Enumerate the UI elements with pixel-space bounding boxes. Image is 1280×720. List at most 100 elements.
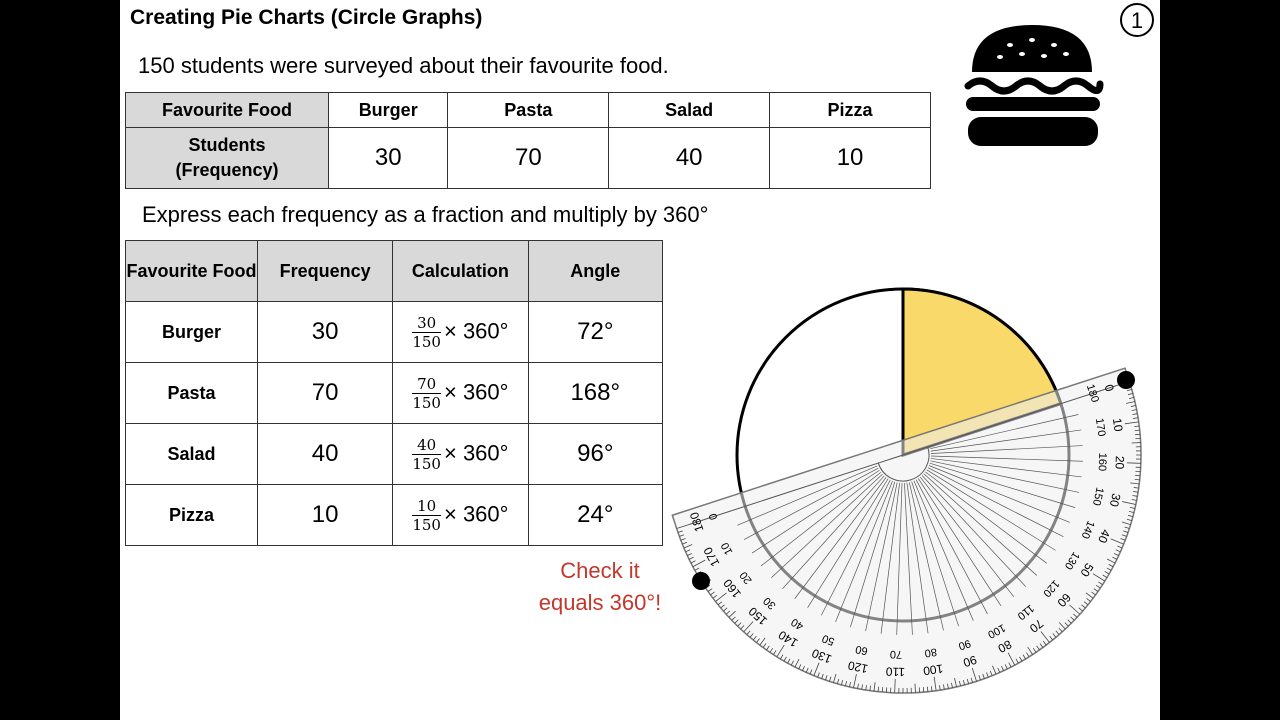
- scale-tick: [890, 687, 892, 693]
- scale-label: 20: [1112, 456, 1126, 470]
- scale-tick: [978, 675, 981, 681]
- scale-tick: [861, 684, 863, 690]
- scale-tick: [725, 610, 731, 615]
- scale-tick: [1135, 450, 1141, 452]
- radial-line: [913, 480, 974, 621]
- scale-tick: [1069, 604, 1081, 615]
- scale-tick: [841, 679, 844, 685]
- header-cell: Pasta: [447, 92, 610, 128]
- instruction: Express each frequency as a fraction and…: [142, 202, 709, 227]
- radial-line: [751, 469, 880, 554]
- seed: [1019, 52, 1025, 56]
- scale-tick: [906, 687, 908, 693]
- scale-tick: [809, 669, 813, 675]
- scale-tick: [743, 621, 754, 633]
- radial-line: [928, 465, 1071, 523]
- header-cell: Favourite Food: [125, 92, 329, 128]
- scale-tick: [881, 687, 884, 693]
- scale-tick: [918, 687, 921, 693]
- scale-tick: [971, 667, 977, 682]
- scale-label: 20: [738, 569, 755, 586]
- radial-line: [930, 445, 1083, 454]
- radial-line: [923, 473, 1038, 576]
- scale-tick: [1126, 462, 1141, 464]
- radial-line: [927, 467, 1064, 538]
- scale-tick: [1129, 507, 1135, 509]
- scale-tick: [690, 560, 696, 564]
- scale-tick: [1104, 571, 1110, 575]
- scale-tick: [1040, 631, 1050, 643]
- scale-tick: [756, 638, 760, 643]
- food-cell: Burger: [124, 301, 259, 363]
- scale-tick: [1131, 409, 1137, 411]
- scale-tick: [731, 616, 736, 621]
- scale-tick: [1058, 627, 1063, 633]
- radial-line: [926, 469, 1056, 551]
- scale-label: 170: [1093, 417, 1107, 437]
- scale-tick: [682, 541, 688, 545]
- scale-label: 90: [957, 637, 972, 652]
- title: Creating Pie Charts (Circle Graphs): [130, 6, 483, 29]
- radial-line: [760, 471, 882, 567]
- scale-tick: [910, 687, 912, 693]
- scale-tick: [1083, 601, 1089, 606]
- denominator: 150: [412, 514, 441, 534]
- page-number-circle: [1120, 3, 1154, 37]
- row: Pizza 10 10 150 × 360° 24°: [124, 484, 664, 546]
- row-label-line: Students: [188, 135, 266, 155]
- seed: [1063, 52, 1069, 56]
- header-cell: Calculation: [392, 240, 529, 302]
- center-arc: [877, 446, 930, 482]
- radial-line: [904, 482, 913, 635]
- radial-line: [917, 478, 1002, 607]
- scale-tick: [833, 673, 837, 683]
- scale-tick: [1008, 662, 1012, 668]
- scale-tick: [894, 678, 896, 693]
- angle-table-body: Favourite Food Frequency Calculation Ang…: [124, 240, 664, 546]
- scale-tick: [715, 592, 727, 602]
- scale-label: 10: [1110, 417, 1126, 432]
- radial-line: [906, 482, 929, 634]
- scale-tick: [1131, 499, 1137, 501]
- angle-cell: 24°: [527, 484, 664, 546]
- row: Burger 30 30 150 × 360° 72°: [124, 301, 664, 363]
- scale-tick: [794, 658, 800, 668]
- scale-tick: [1134, 429, 1140, 432]
- scale-tick: [1132, 413, 1138, 415]
- scale-tick: [1123, 530, 1129, 533]
- cell: 70: [447, 127, 610, 189]
- scale-label: 10: [719, 540, 735, 556]
- radial-line: [782, 475, 885, 590]
- scale-tick: [1134, 425, 1140, 428]
- scale-tick: [1036, 645, 1040, 651]
- radial-line: [865, 482, 898, 632]
- scale-tick: [1078, 607, 1083, 612]
- numerator: 40: [417, 435, 437, 454]
- scale-tick: [677, 530, 683, 533]
- seed: [1041, 54, 1047, 58]
- scale-tick: [1127, 514, 1133, 517]
- scale-tick: [1114, 553, 1119, 556]
- scale-tick: [939, 685, 941, 691]
- scale-tick: [930, 686, 933, 692]
- scale-tick: [954, 678, 957, 687]
- scale-tick: [680, 538, 686, 541]
- scale-tick: [1027, 646, 1033, 655]
- scale-tick: [982, 673, 985, 679]
- scale-tick: [1086, 598, 1091, 602]
- scale-tick: [1131, 442, 1141, 444]
- scale-tick: [1073, 613, 1078, 618]
- burger-icon: [964, 25, 1104, 146]
- numerator: 30: [417, 313, 437, 332]
- header-cell: Frequency: [257, 240, 394, 302]
- seeds: [997, 38, 1069, 59]
- row-label: Students (Frequency): [125, 127, 329, 189]
- scale-tick: [853, 674, 857, 688]
- scale-tick: [762, 643, 767, 648]
- scale-tick: [1004, 664, 1008, 670]
- scale-tick: [1133, 491, 1139, 493]
- scale-tick: [1135, 458, 1141, 460]
- scale-tick: [1049, 635, 1054, 641]
- multiplier: × 360°: [443, 439, 509, 465]
- scale-tick: [805, 667, 809, 673]
